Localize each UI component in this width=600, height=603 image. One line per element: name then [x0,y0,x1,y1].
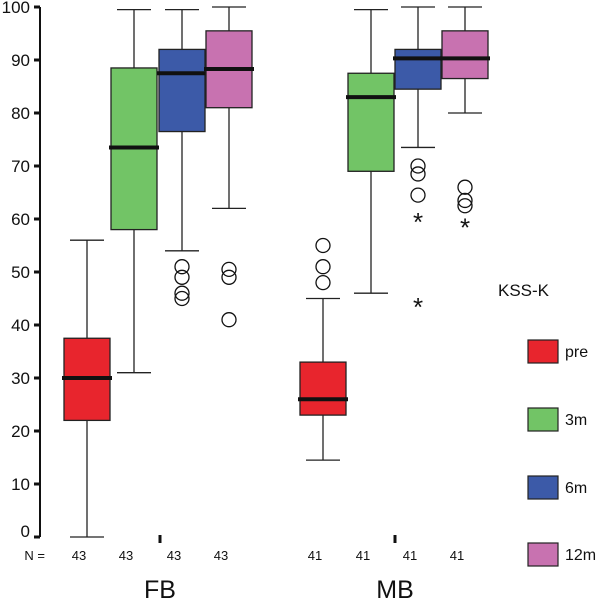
legend-swatch-3m [527,407,559,432]
n-value: 41 [356,548,370,563]
outlier-point [410,166,426,182]
group-label: FB [144,576,176,603]
legend-swatch-12m [527,542,559,567]
outlier-point [221,261,237,278]
n-value: 43 [72,548,86,563]
y-tick-label: 60 [11,210,30,229]
box-3m [347,72,395,172]
y-tick-label: 30 [11,369,30,388]
y-tick-label: 90 [11,51,30,70]
y-tick-label: 70 [11,157,30,176]
n-value: 41 [403,548,417,563]
outlier-point [174,290,190,307]
group-label: MB [376,576,414,603]
y-tick-label: 100 [2,0,30,17]
n-label: N = [24,548,45,563]
legend-label: pre [565,344,588,361]
box-6m [158,48,206,133]
extreme-point: * [413,292,423,322]
outlier-point [315,274,331,291]
outlier-point [174,259,190,275]
x-category-tick [393,535,397,543]
n-value: 43 [119,548,133,563]
outlier-point [174,285,190,301]
y-tick-label: 80 [11,104,30,123]
n-value: 43 [214,548,228,563]
legend-swatch-pre [527,339,559,364]
outlier-point [457,198,473,214]
legend-label: 6m [565,480,587,497]
y-tick-label: 0 [21,522,30,541]
outlier-point [221,269,237,285]
y-tick-label: 10 [11,475,30,494]
n-value: 43 [167,548,181,563]
n-value: 41 [308,548,322,563]
y-tick-label: 50 [11,263,30,282]
outlier-point [457,179,473,195]
box-pre [299,361,347,416]
outlier-point [174,269,190,285]
n-value: 41 [450,548,464,563]
outlier-point [221,312,237,328]
legend-title: KSS-K [498,281,550,300]
outlier-point [410,158,426,174]
legend-label: 12m [565,547,596,564]
outlier-point [410,187,426,203]
extreme-point: * [413,207,423,237]
y-tick-label: 40 [11,316,30,335]
box-6m [394,48,442,90]
outlier-point [315,259,331,275]
legend-label: 3m [565,412,587,429]
y-tick-label: 20 [11,422,30,441]
x-category-tick [158,535,162,543]
legend-swatch-6m [527,475,559,500]
outlier-point [457,192,473,209]
outlier-point [315,237,331,254]
extreme-point: * [460,212,470,242]
box-12m [441,30,489,80]
